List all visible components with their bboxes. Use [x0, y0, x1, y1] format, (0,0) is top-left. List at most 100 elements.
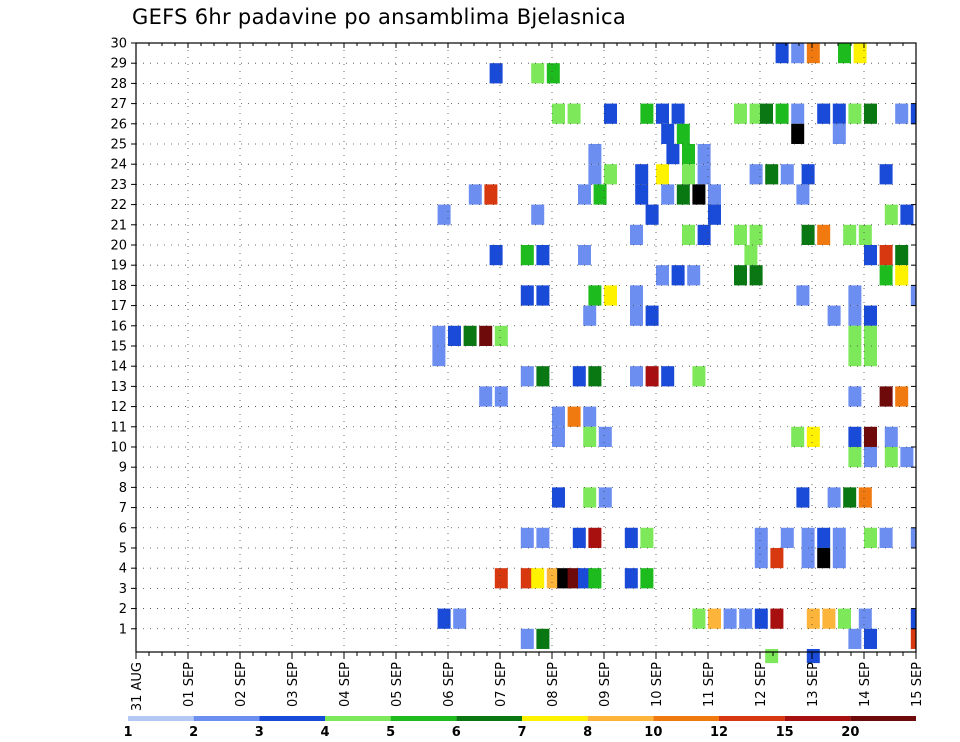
heatmap-cell [630, 366, 643, 387]
heatmap-cell [583, 487, 597, 508]
heatmap-cell [531, 568, 545, 589]
heatmap-cell [552, 487, 565, 508]
heatmap-cell [588, 164, 602, 185]
heatmap-cell [494, 568, 508, 589]
heatmap-cell [588, 366, 602, 387]
x-tick-label: 31 AUG [130, 662, 145, 711]
legend-label: 1 [123, 725, 132, 740]
heatmap-cell [806, 43, 820, 64]
heatmap-cell [765, 648, 779, 652]
heatmap-cell [749, 265, 763, 286]
heatmap-cell [832, 103, 846, 124]
heatmap-cell [910, 608, 916, 629]
heatmap-cell [827, 305, 841, 326]
heatmap-cell [864, 345, 877, 367]
heatmap-cell [734, 265, 747, 286]
heatmap-cell [630, 285, 643, 306]
heatmap-cell [770, 608, 784, 629]
legend-label: 6 [452, 725, 461, 740]
heatmap-cell [468, 184, 482, 205]
heatmap-cell [817, 103, 831, 124]
heatmap-cell [858, 608, 872, 629]
heatmap-cell [624, 568, 638, 589]
heatmap-cell [489, 244, 503, 266]
heatmap-cell [552, 406, 565, 427]
heatmap-cell [796, 184, 810, 205]
heatmap-cell [848, 446, 862, 468]
heatmap-cell [645, 305, 659, 326]
x-tick-label: 09 SEP [598, 662, 613, 707]
heatmap-cell [848, 305, 862, 326]
heatmap-cell [843, 224, 857, 245]
heatmap-cell [656, 164, 669, 185]
heatmap-cell [879, 164, 893, 185]
heatmap-cell [895, 103, 909, 124]
y-tick-label: 17 [110, 299, 127, 314]
heatmap-cell [557, 568, 571, 589]
heatmap-cell [598, 487, 612, 508]
heatmap-cell [910, 527, 916, 548]
legend-swatch [653, 716, 719, 721]
heatmap-cell [884, 426, 898, 447]
heatmap-cells [432, 43, 916, 664]
heatmap-cell [682, 164, 695, 185]
legend-swatch [259, 716, 325, 721]
heatmap-cell [864, 527, 877, 548]
y-tick-label: 15 [110, 339, 127, 354]
y-axis: 1234567891011121314151617181920212223242… [110, 37, 916, 637]
heatmap-cell [630, 305, 643, 326]
heatmap-cell [843, 487, 857, 508]
heatmap-cell [583, 406, 597, 427]
x-tick-label: 10 SEP [650, 662, 665, 707]
heatmap-cell [723, 608, 737, 629]
y-tick-label: 3 [119, 582, 127, 597]
legend-swatch [784, 716, 851, 721]
heatmap-cell [630, 224, 643, 245]
x-tick-label: 13 SEP [806, 662, 821, 707]
legend-swatch [128, 716, 194, 721]
heatmap-cell [583, 426, 597, 447]
heatmap-cell [864, 446, 877, 468]
x-tick-label: 07 SEP [494, 662, 509, 707]
legend-swatch [390, 716, 457, 721]
heatmap-cell [879, 527, 893, 548]
y-tick-label: 26 [110, 117, 127, 132]
heatmap-cell [484, 184, 498, 205]
heatmap-cell [520, 568, 534, 589]
heatmap-cell [801, 547, 815, 569]
heatmap-cell [806, 652, 820, 664]
heatmap-cell [687, 265, 701, 286]
x-tick-label: 12 SEP [754, 662, 769, 707]
y-tick-label: 4 [119, 562, 127, 577]
heatmap-cell [796, 285, 810, 306]
heatmap-cell [536, 366, 550, 387]
y-tick-label: 24 [110, 158, 127, 173]
legend-label: 10 [644, 725, 662, 740]
heatmap-cell [879, 244, 893, 266]
heatmap-cell [775, 103, 789, 124]
heatmap-cell [817, 224, 831, 245]
heatmap-cell [437, 608, 451, 629]
heatmap-cell [666, 143, 680, 165]
heatmap-cell [749, 224, 763, 245]
y-tick-label: 18 [110, 279, 127, 294]
heatmap-cell [791, 123, 805, 144]
legend-swatch [719, 716, 785, 721]
y-tick-label: 22 [110, 198, 127, 213]
heatmap-cell [749, 103, 763, 124]
legend-swatch [522, 716, 588, 721]
heatmap-cell [775, 43, 789, 64]
heatmap-cell [640, 568, 654, 589]
x-tick-label: 02 SEP [234, 662, 249, 707]
heatmap-cell [848, 103, 862, 124]
heatmap-cell [806, 648, 820, 652]
heatmap-cell [598, 426, 612, 447]
heatmap-cell [645, 366, 659, 387]
heatmap-cell [895, 265, 909, 286]
heatmap-cell [765, 652, 779, 664]
heatmap-cell [656, 265, 669, 286]
heatmap-cell [697, 143, 711, 165]
x-tick-label: 15 SEP [910, 662, 925, 707]
heatmap-cell [463, 325, 477, 346]
heatmap-cell [432, 325, 446, 346]
